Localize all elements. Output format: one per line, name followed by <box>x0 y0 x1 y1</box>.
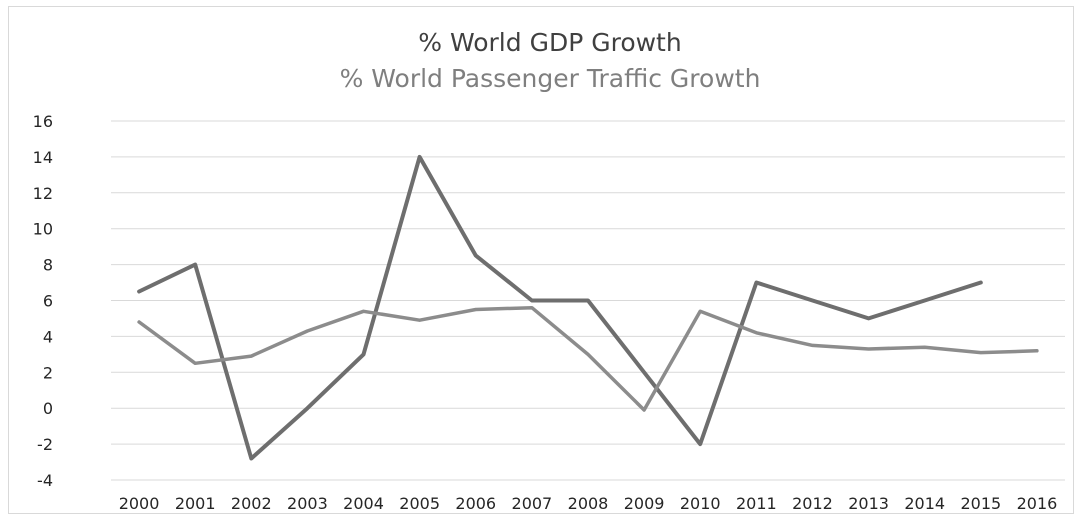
x-tick-label: 2016 <box>1017 494 1058 513</box>
y-tick-label: 8 <box>43 256 53 275</box>
x-tick-label: 2012 <box>792 494 833 513</box>
y-tick-label: -4 <box>37 471 53 490</box>
x-tick-label: 2010 <box>680 494 721 513</box>
y-tick-label: 14 <box>33 148 53 167</box>
chart-title: % World GDP Growth <box>418 28 681 57</box>
x-tick-label: 2013 <box>848 494 889 513</box>
x-tick-label: 2014 <box>904 494 945 513</box>
line-chart: % World GDP Growth % World Passenger Tra… <box>33 28 1065 513</box>
chart-subtitle: % World Passenger Traffic Growth <box>340 64 761 93</box>
series-line-1 <box>137 154 983 461</box>
y-tick-label: 10 <box>33 220 53 239</box>
y-tick-label: 16 <box>33 112 53 131</box>
x-tick-label: 2008 <box>568 494 609 513</box>
x-tick-label: 2009 <box>624 494 665 513</box>
x-tick-label: 2003 <box>287 494 328 513</box>
y-tick-label: -2 <box>37 435 53 454</box>
y-tick-label: 0 <box>43 399 53 418</box>
y-tick-label: 2 <box>43 363 53 382</box>
x-tick-label: 2004 <box>343 494 384 513</box>
series-line-2 <box>137 305 1039 412</box>
x-tick-label: 2006 <box>455 494 496 513</box>
series-lines <box>137 154 1039 461</box>
x-tick-label: 2001 <box>175 494 216 513</box>
x-tick-label: 2002 <box>231 494 272 513</box>
x-tick-label: 2005 <box>399 494 440 513</box>
y-axis-tick-labels: 16 14 12 10 8 6 4 2 0 -2 -4 <box>33 112 53 490</box>
x-axis-tick-labels: 2000 2001 2002 2003 2004 2005 2006 2007 2008 2009… <box>119 494 1058 513</box>
y-tick-label: 12 <box>33 184 53 203</box>
chart-frame: % World GDP Growth % World Passenger Tra… <box>8 6 1074 514</box>
x-tick-label: 2015 <box>960 494 1001 513</box>
y-tick-label: 4 <box>43 327 53 346</box>
x-tick-label: 2007 <box>512 494 553 513</box>
x-tick-label: 2011 <box>736 494 777 513</box>
x-tick-label: 2000 <box>119 494 160 513</box>
y-tick-label: 6 <box>43 292 53 311</box>
